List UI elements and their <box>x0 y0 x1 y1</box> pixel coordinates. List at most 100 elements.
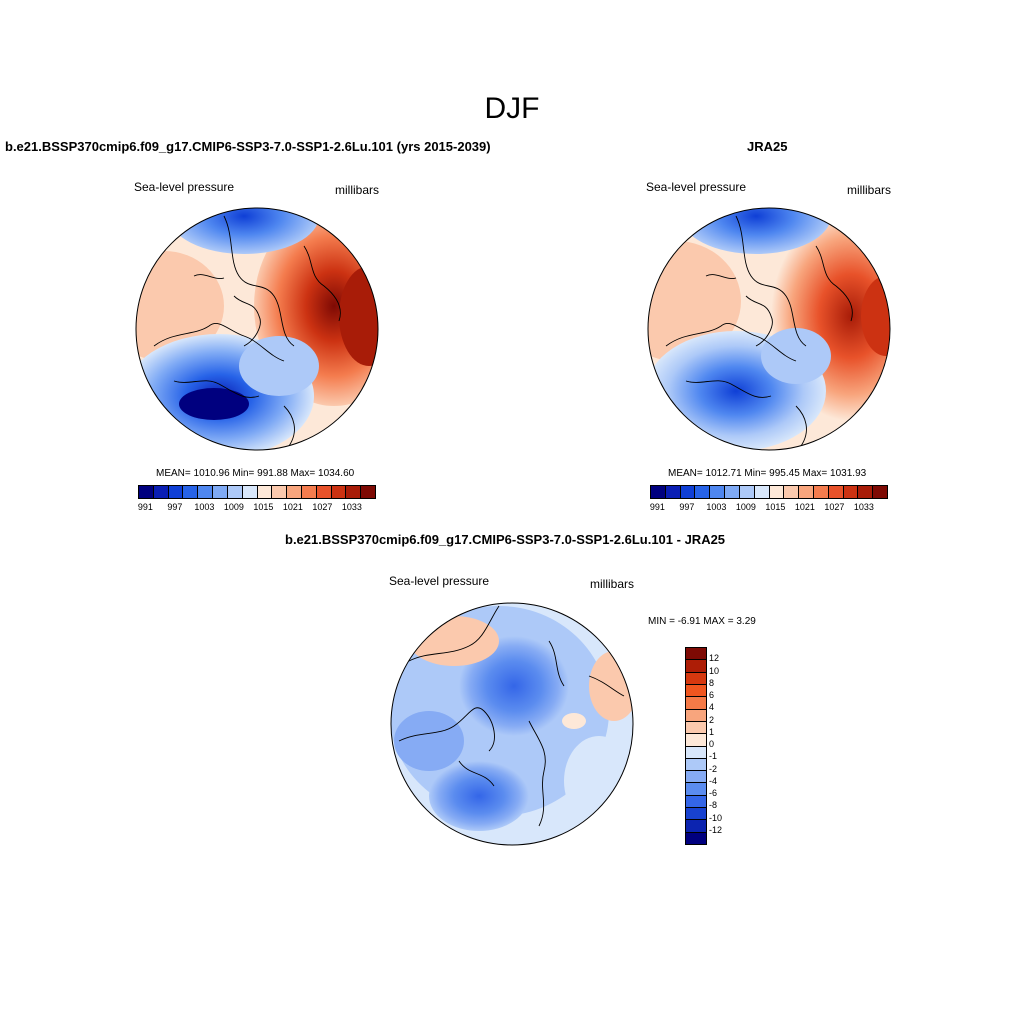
figure-title: DJF <box>484 92 540 125</box>
colorbar-swatch <box>686 648 706 661</box>
colorbar-swatch <box>784 486 800 498</box>
colorbar-swatch <box>168 486 184 498</box>
colorbar-tick-label: 1027 <box>824 502 845 512</box>
colorbar-swatch <box>686 783 706 796</box>
colorbar-tick-label: 991 <box>649 502 665 512</box>
colorbar-tick-label: 12 <box>709 653 720 664</box>
colorbar-swatch <box>686 771 706 784</box>
colorbar-tick-label: -2 <box>709 763 718 774</box>
colorbar-swatch <box>686 758 706 772</box>
colorbar-tick-label: 0 <box>709 739 715 749</box>
colorbar-swatch <box>828 486 844 498</box>
map-model-slp <box>135 207 379 451</box>
colorbar-diff-labels: 12 10 8 6 4 2 1 0 -1 -2 -4 -6 -8 -10 -12 <box>709 647 749 843</box>
colorbar-swatch <box>213 486 228 498</box>
colorbar-tick-label: -8 <box>709 800 718 811</box>
colorbar-tick-label: 1009 <box>735 502 756 512</box>
colorbar-swatch <box>686 672 706 685</box>
colorbar-tick-label: 1021 <box>282 502 303 512</box>
colorbar-swatch <box>686 746 706 759</box>
colorbar-obs <box>650 485 888 499</box>
colorbar-swatch <box>686 820 706 833</box>
colorbar-tick-label: -6 <box>709 788 718 798</box>
colorbar-swatch <box>769 486 785 498</box>
colorbar-swatch <box>686 660 706 673</box>
colorbar-swatch <box>272 486 288 498</box>
colorbar-swatch <box>331 486 347 498</box>
panel-model-stats: MEAN= 1010.96 Min= 991.88 Max= 1034.60 <box>156 468 355 479</box>
colorbar-swatch <box>287 486 302 498</box>
colorbar-swatch <box>257 486 273 498</box>
colorbar-swatch <box>813 486 829 498</box>
colorbar-swatch <box>686 684 706 698</box>
colorbar-swatch <box>198 486 214 498</box>
colorbar-tick-label: 1027 <box>312 502 333 512</box>
colorbar-tick-label: 1015 <box>765 502 786 512</box>
colorbar-swatch <box>316 486 332 498</box>
panel-obs-variable: Sea-level pressure <box>646 180 747 194</box>
colorbar-tick-label: 1021 <box>794 502 815 512</box>
colorbar-swatch <box>651 486 666 498</box>
panel-obs-units: millibars <box>847 183 892 197</box>
colorbar-swatch <box>873 486 887 498</box>
panel-diff-variable: Sea-level pressure <box>389 574 490 588</box>
colorbar-swatch <box>139 486 154 498</box>
colorbar-swatch <box>686 721 706 735</box>
colorbar-tick-label: 1003 <box>194 502 215 512</box>
colorbar-swatch <box>686 832 706 844</box>
colorbar-tick-label: -1 <box>709 751 718 762</box>
panel-diff-title: b.e21.BSSP370cmip6.f09_g17.CMIP6-SSP3-7.… <box>285 532 726 547</box>
colorbar-tick-label: 1003 <box>706 502 727 512</box>
colorbar-obs-labels: 991 997 1003 1009 1015 1021 1027 1033 <box>650 502 886 514</box>
map-diff-slp <box>390 602 634 846</box>
colorbar-swatch <box>686 709 706 722</box>
colorbar-tick-label: -10 <box>709 812 723 823</box>
colorbar-tick-label: -12 <box>709 824 723 835</box>
colorbar-tick-label: 2 <box>709 714 715 725</box>
colorbar-swatch <box>843 486 859 498</box>
colorbar-swatch <box>686 795 706 809</box>
colorbar-tick-label: 6 <box>709 690 715 700</box>
colorbar-swatch <box>242 486 258 498</box>
colorbar-tick-label: 997 <box>167 502 183 512</box>
colorbar-swatch <box>739 486 755 498</box>
colorbar-tick-label: 1033 <box>341 502 362 512</box>
colorbar-model <box>138 485 376 499</box>
colorbar-swatch <box>686 734 706 747</box>
panel-model-title: b.e21.BSSP370cmip6.f09_g17.CMIP6-SSP3-7.… <box>5 139 491 154</box>
colorbar-swatch <box>183 486 199 498</box>
colorbar-tick-label: 1015 <box>253 502 274 512</box>
panel-obs-stats: MEAN= 1012.71 Min= 995.45 Max= 1031.93 <box>668 468 867 479</box>
colorbar-swatch <box>665 486 681 498</box>
colorbar-swatch <box>153 486 169 498</box>
panel-obs-title: JRA25 <box>747 139 788 154</box>
colorbar-model-labels: 991 997 1003 1009 1015 1021 1027 1033 <box>138 502 374 514</box>
colorbar-tick-label: 10 <box>709 665 720 676</box>
colorbar-tick-label: 1 <box>709 726 715 737</box>
panel-model-units: millibars <box>335 183 380 197</box>
colorbar-tick-label: 991 <box>137 502 153 512</box>
colorbar-swatch <box>754 486 770 498</box>
colorbar-swatch <box>346 486 362 498</box>
colorbar-swatch <box>695 486 711 498</box>
panel-model-variable: Sea-level pressure <box>134 180 235 194</box>
colorbar-swatch <box>686 697 706 710</box>
panel-diff-stats: MIN = -6.91 MAX = 3.29 <box>648 616 756 627</box>
map-obs-slp <box>647 207 891 451</box>
colorbar-swatch <box>725 486 740 498</box>
colorbar-swatch <box>799 486 814 498</box>
colorbar-swatch <box>680 486 696 498</box>
colorbar-swatch <box>858 486 874 498</box>
colorbar-tick-label: 1033 <box>853 502 874 512</box>
panel-diff-units: millibars <box>590 577 635 591</box>
colorbar-swatch <box>686 808 706 821</box>
colorbar-tick-label: 8 <box>709 677 715 688</box>
colorbar-swatch <box>301 486 317 498</box>
colorbar-diff <box>685 647 707 845</box>
colorbar-swatch <box>710 486 726 498</box>
colorbar-swatch <box>361 486 375 498</box>
colorbar-tick-label: 997 <box>679 502 695 512</box>
colorbar-tick-label: 4 <box>709 702 715 713</box>
colorbar-swatch <box>227 486 243 498</box>
colorbar-tick-label: 1009 <box>223 502 244 512</box>
